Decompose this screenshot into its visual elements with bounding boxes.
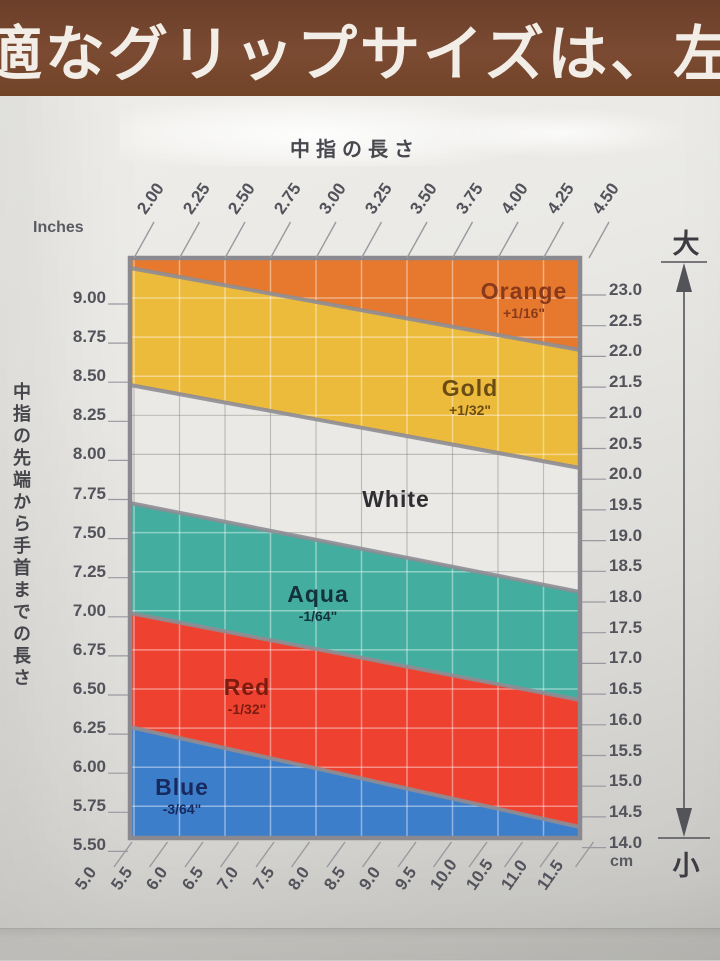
left-tick-label: 7.25: [72, 561, 106, 581]
band-size-adjustment: +1/32": [448, 402, 492, 419]
left-tick-label: 6.25: [72, 718, 106, 738]
left-tick-label: 8.50: [72, 366, 106, 386]
right-tick-label: 18.0: [609, 587, 643, 606]
page-bottom-edge: [0, 928, 720, 961]
right-tick-label: 15.5: [609, 740, 643, 760]
band-name: Aqua: [287, 581, 349, 607]
left-tick-label: 9.00: [72, 288, 106, 307]
band-label-gold: Gold +1/32": [405, 376, 535, 417]
left-tick-label: 7.50: [72, 522, 106, 542]
band-boundary: [129, 501, 581, 594]
right-tick-label: 22.5: [609, 310, 643, 330]
left-tick-label: 6.75: [72, 639, 106, 659]
left-axis-title-vertical: 中指の先端から手首までの長さ: [11, 382, 31, 690]
band-name: Gold: [441, 375, 499, 401]
band-size-adjustment: -1/32": [227, 701, 267, 718]
band-label-blue: Blue -3/64": [117, 775, 247, 816]
right-axis-unit-label: cm: [610, 853, 634, 870]
band-gold: [130, 268, 580, 468]
right-tick-label: 19.0: [609, 525, 643, 545]
tick-marks: [108, 221, 610, 868]
right-tick-label: 14.0: [609, 832, 643, 852]
right-tick-label: 20.0: [609, 464, 643, 484]
band-size-adjustment: +1/16": [502, 305, 546, 322]
size-direction-arrow: [658, 261, 710, 839]
band-name: Blue: [155, 774, 209, 800]
band-boundary: [129, 611, 581, 702]
left-tick-label: 5.50: [72, 835, 106, 855]
band-blue: [130, 727, 580, 838]
band-size-adjustment: -1/64": [298, 608, 338, 625]
band-white: [130, 385, 580, 592]
band-size-adjustment: -3/64": [162, 801, 202, 818]
arrow-large-label: 大: [672, 229, 700, 259]
right-tick-label: 20.5: [609, 433, 643, 453]
left-tick-label: 6.00: [72, 757, 106, 777]
band-boundary: [129, 725, 581, 829]
band-aqua: [130, 503, 580, 700]
left-axis-unit-label: Inches: [33, 219, 84, 236]
band-boundary: [129, 383, 581, 470]
band-orange: [130, 258, 580, 350]
left-tick-label: 5.75: [72, 796, 106, 816]
left-tick-label: 8.25: [72, 405, 106, 425]
right-tick-label: 19.5: [609, 494, 643, 514]
right-tick-label: 15.0: [609, 771, 643, 791]
right-tick-label: 16.0: [609, 709, 643, 729]
arrow-small-label: 小: [672, 851, 700, 881]
left-tick-label: 7.75: [72, 483, 106, 503]
right-tick-label: 18.5: [609, 556, 643, 576]
right-tick-label: 14.5: [609, 801, 643, 821]
top-axis-title: 中指の長さ: [290, 139, 420, 161]
arrowhead-up: [676, 263, 692, 292]
right-tick-label: 21.0: [609, 402, 643, 422]
band-name: Red: [223, 674, 271, 700]
left-tick-label: 6.50: [72, 679, 106, 698]
right-tick-label: 21.5: [609, 372, 643, 392]
band-name: Orange: [480, 278, 568, 304]
band-name: White: [362, 486, 430, 512]
header-banner: 適なグリップサイズは、左: [0, 0, 720, 96]
band-label-white: White: [331, 487, 461, 511]
left-tick-label: 8.00: [72, 444, 106, 464]
header-banner-text: 適なグリップサイズは、左: [0, 21, 720, 88]
arrowhead-down: [676, 808, 692, 837]
right-tick-label: 17.0: [609, 648, 643, 668]
right-tick-label: 23.0: [609, 280, 643, 299]
band-label-red: Red -1/32": [182, 675, 312, 716]
chart-border: [127, 255, 583, 841]
left-tick-label: 8.75: [72, 327, 106, 347]
band-label-orange: Orange +1/16": [459, 279, 589, 320]
right-tick-label: 16.5: [609, 679, 643, 699]
right-tick-label: 22.0: [609, 341, 643, 361]
band-label-aqua: Aqua -1/64": [253, 582, 383, 623]
band-red: [130, 613, 580, 827]
band-boundary: [129, 266, 581, 352]
left-tick-label: 7.00: [72, 600, 106, 620]
right-tick-label: 17.5: [609, 617, 643, 637]
